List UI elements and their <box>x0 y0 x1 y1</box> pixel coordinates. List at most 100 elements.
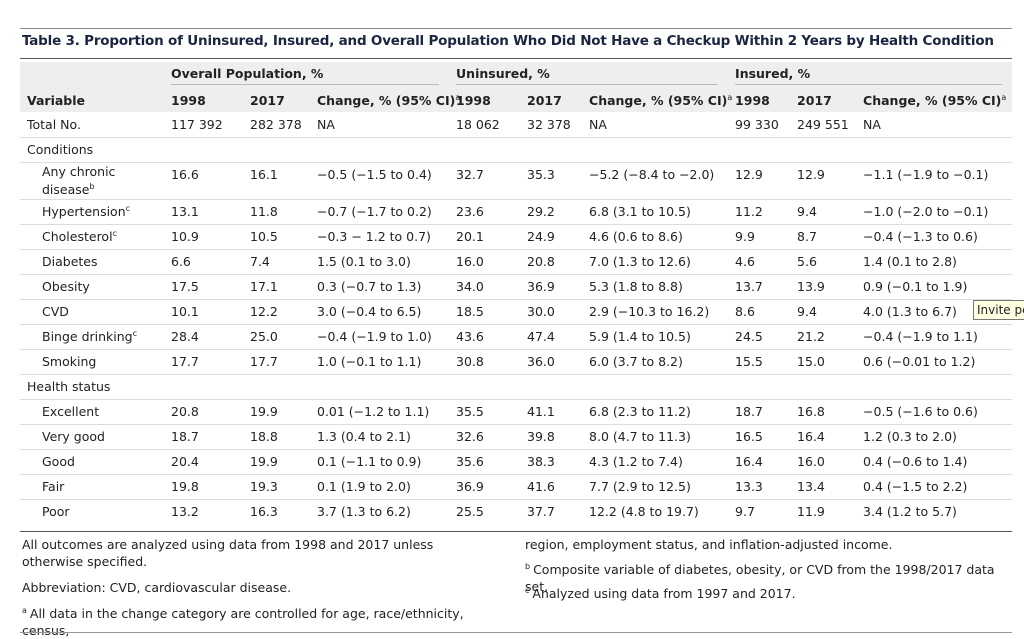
cell: 16.4 <box>735 454 763 469</box>
cell: −1.0 (−2.0 to −0.1) <box>863 204 989 219</box>
cell: 8.7 <box>797 229 817 244</box>
row-label-cell: Binge drinkingc <box>20 324 164 349</box>
column-header: 1998 <box>449 88 520 112</box>
cell: 35.3 <box>527 166 555 182</box>
row-label-wrap: CVD <box>42 304 164 319</box>
row-label-wrap: Hypertensionc <box>42 204 164 219</box>
column-header: 2017 <box>243 88 310 112</box>
data-row: Total No. 117 392 282 378 NA 18 062 32 378 NA 9… <box>20 112 1013 137</box>
row-label-wrap: Total No. <box>27 117 164 132</box>
row-label: Good <box>42 454 75 469</box>
row-label: CVD <box>42 304 69 319</box>
footnote-text: Composite variable of diabetes, obesity,… <box>525 562 995 594</box>
cell: 18.7 <box>171 429 199 444</box>
cell: 16.6 <box>171 166 199 182</box>
cell: 99 330 <box>735 116 779 132</box>
footnote-text: Abbreviation: CVD, cardiovascular diseas… <box>22 580 292 595</box>
cell: 11.9 <box>797 504 825 520</box>
data-row: CVD 10.1 12.2 3.0 (−0.4 to 6.5) 18.5 30.0 2.9 … <box>20 299 1013 324</box>
tooltip: Invite pe <box>973 300 1024 320</box>
footnote-mark: c <box>132 329 138 338</box>
cell: 32 378 <box>527 116 571 132</box>
cell: 0.1 (−1.1 to 0.9) <box>317 454 422 469</box>
cell: 3.7 (1.3 to 6.2) <box>317 504 411 520</box>
row-label-wrap: Health status <box>27 379 1012 394</box>
column-label: 1998 <box>171 92 206 108</box>
cell: 9.4 <box>797 204 817 219</box>
cell: 19.9 <box>250 404 278 419</box>
cell: 16.5 <box>735 429 763 444</box>
footnote: Abbreviation: CVD, cardiovascular diseas… <box>22 579 492 596</box>
cell: 32.7 <box>456 166 484 182</box>
footnote-mark: a <box>455 92 461 102</box>
cell: 8.0 (4.7 to 11.3) <box>589 429 691 444</box>
cell: 7.4 <box>250 254 270 269</box>
cell: 12.9 <box>797 166 825 182</box>
cell: 0.1 (1.9 to 2.0) <box>317 479 411 494</box>
footnote-mark: a <box>727 92 733 102</box>
cell: 39.8 <box>527 429 555 444</box>
group-header-cell: Uninsured, % <box>449 62 728 88</box>
row-label: Conditions <box>27 142 94 157</box>
cell: 41.1 <box>527 404 555 419</box>
cell: 16.1 <box>250 166 278 182</box>
cell: 37.7 <box>527 504 555 520</box>
column-header: 2017 <box>520 88 582 112</box>
cell: 9.7 <box>735 504 755 520</box>
cell: 20.8 <box>171 404 199 419</box>
cell: 5.3 (1.8 to 8.8) <box>589 279 683 294</box>
group-label: Insured, % <box>735 66 1003 85</box>
cell: 17.1 <box>250 279 278 294</box>
cell: 43.6 <box>456 329 484 344</box>
row-label: Obesity <box>42 279 90 294</box>
cell: 12.9 <box>735 166 763 182</box>
row-label-cell: Hypertensionc <box>20 199 164 224</box>
cell: 25.5 <box>456 504 484 520</box>
cell: −1.1 (−1.9 to −0.1) <box>863 166 989 182</box>
column-header: Variable <box>20 88 164 112</box>
cell: 20.8 <box>527 254 555 269</box>
cell: 5.9 (1.4 to 10.5) <box>589 329 691 344</box>
row-label-wrap: Diabetes <box>42 254 164 269</box>
cell: NA <box>317 116 335 132</box>
cell: 25.0 <box>250 329 278 344</box>
column-header: 2017 <box>790 88 856 112</box>
column-label: Change, % (95% CI) <box>317 92 456 108</box>
cell: 6.8 (3.1 to 10.5) <box>589 204 691 219</box>
cell: 16.4 <box>797 429 825 444</box>
data-table: Overall Population, % Uninsured, % Insured… <box>20 62 1013 524</box>
cell: 21.2 <box>797 329 825 344</box>
column-label: 2017 <box>527 92 562 108</box>
cell: 12.2 <box>250 304 278 319</box>
footnote: All outcomes are analyzed using data fro… <box>22 536 492 570</box>
row-label-cell: Obesity <box>20 274 164 299</box>
data-row: Excellent 20.8 19.9 0.01 (−1.2 to 1.1) 35.5 4… <box>20 399 1013 424</box>
cell: 18.7 <box>735 404 763 419</box>
cell: 0.4 (−0.6 to 1.4) <box>863 454 968 469</box>
cell: 17.7 <box>171 354 199 369</box>
column-header: 1998 <box>728 88 790 112</box>
row-label-wrap: Very good <box>42 429 164 444</box>
cell: 8.6 <box>735 304 755 319</box>
column-header: 1998 <box>164 88 243 112</box>
cell: 4.6 (0.6 to 8.6) <box>589 229 683 244</box>
table-bottom-rule <box>20 531 1012 532</box>
column-label: 2017 <box>250 92 285 108</box>
cell: 10.1 <box>171 304 199 319</box>
cell: 10.9 <box>171 229 199 244</box>
row-label-cell: Total No. <box>20 112 164 137</box>
row-label: Fair <box>42 479 65 494</box>
row-label-wrap: Fair <box>42 479 164 494</box>
cell: 249 551 <box>797 116 849 132</box>
data-row: Poor 13.2 16.3 3.7 (1.3 to 6.2) 25.5 37.7 12.2… <box>20 499 1012 524</box>
cell: 117 392 <box>171 116 223 132</box>
row-label-wrap: Any chronic diseaseb <box>42 164 132 197</box>
title-rule <box>20 58 1012 59</box>
footnote-text: All data in the change category are cont… <box>22 606 464 638</box>
cell: 7.7 (2.9 to 12.5) <box>589 479 691 494</box>
data-row: Diabetes 6.6 7.4 1.5 (0.1 to 3.0) 16.0 20.8 7.… <box>20 249 1013 274</box>
column-label: Change, % (95% CI) <box>589 92 728 108</box>
group-header-row: Overall Population, % Uninsured, % Insured… <box>20 62 1013 88</box>
row-label: Diabetes <box>42 254 98 269</box>
row-label: Health status <box>27 379 111 394</box>
